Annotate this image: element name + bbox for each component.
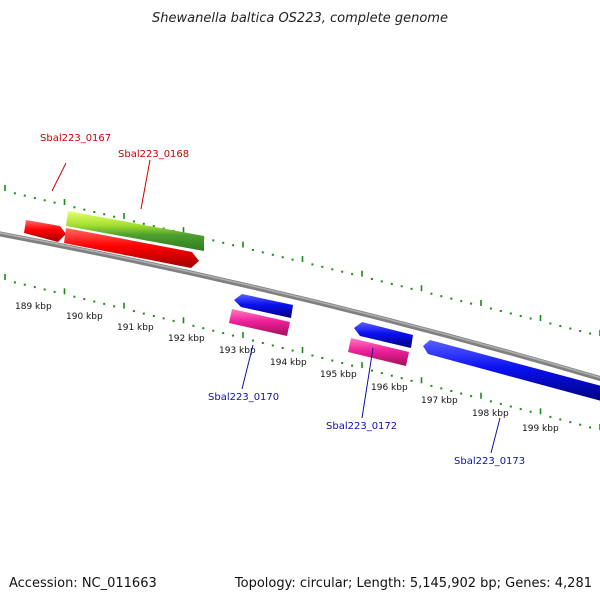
genome-backbone <box>0 231 600 382</box>
kbp-label: 190 kbp <box>66 312 103 322</box>
kbp-label: 193 kbp <box>219 346 256 356</box>
gene-label-sbal223-0168[interactable]: Sbal223_0168 <box>118 149 189 160</box>
kbp-label: 198 kbp <box>472 409 509 419</box>
kbp-label: 191 kbp <box>117 323 154 333</box>
gene-arrow-small[interactable] <box>24 220 66 242</box>
gene-arrow[interactable] <box>229 309 290 336</box>
callout-line <box>490 417 501 454</box>
gene-sbal223-0167[interactable] <box>24 220 199 268</box>
gene-arrow[interactable] <box>354 322 413 348</box>
gene-label-sbal223-0167[interactable]: Sbal223_0167 <box>40 133 111 144</box>
gene-label-sbal223-0170[interactable]: Sbal223_0170 <box>208 392 279 403</box>
gene-arrow[interactable] <box>348 338 409 366</box>
map-title: Shewanella baltica OS223, complete genom… <box>152 11 448 26</box>
kbp-label: 189 kbp <box>15 302 52 312</box>
callout-line <box>51 162 67 192</box>
kbp-label: 196 kbp <box>371 383 408 393</box>
gene-label-sbal223-0172[interactable]: Sbal223_0172 <box>326 421 397 432</box>
gene-pink-b[interactable] <box>348 338 409 366</box>
gene-arrow[interactable] <box>423 340 600 402</box>
genome-backbone-highlight <box>0 232 600 379</box>
kbp-label: 197 kbp <box>421 396 458 406</box>
callout-line <box>140 159 151 210</box>
gene-label-sbal223-0173[interactable]: Sbal223_0173 <box>454 456 525 467</box>
topology-text: Topology: circular; Length: 5,145,902 bp… <box>234 576 592 591</box>
gene-arrow[interactable] <box>234 294 293 318</box>
gene-sbal223-0172[interactable] <box>354 322 413 348</box>
kbp-label: 199 kbp <box>522 424 559 434</box>
kbp-label: 192 kbp <box>168 334 205 344</box>
accession-text: Accession: NC_011663 <box>9 576 157 591</box>
callout-line <box>241 344 254 390</box>
gene-sbal223-0170[interactable] <box>234 294 293 318</box>
gene-arrow[interactable] <box>66 211 204 251</box>
gene-arrow[interactable] <box>64 228 199 268</box>
gene-sbal223-0168[interactable] <box>66 211 204 251</box>
gene-sbal223-0173[interactable] <box>423 340 600 402</box>
kbp-label: 195 kbp <box>320 370 357 380</box>
kbp-label: 194 kbp <box>270 358 307 368</box>
gene-pink-a[interactable] <box>229 309 290 336</box>
callout-line <box>361 347 374 419</box>
reverse-strand-ticks <box>4 274 600 430</box>
kbp-scale: 189 kbp 190 kbp 191 kbp 192 kbp 193 kbp … <box>15 302 559 434</box>
